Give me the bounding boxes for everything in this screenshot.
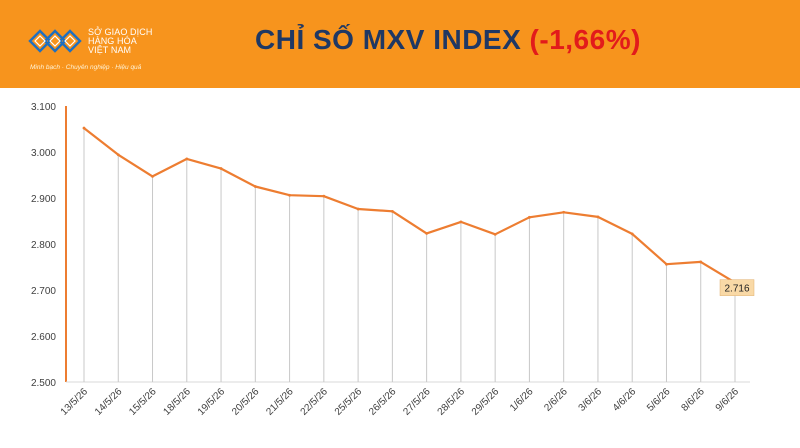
- data-point: [322, 194, 326, 198]
- data-point: [630, 232, 634, 236]
- header-banner: SỞ GIAO DỊCH HÀNG HÓA VIỆT NAM Minh bạch…: [0, 0, 800, 88]
- x-tick-label: 26/5/26: [367, 386, 399, 418]
- data-point: [665, 262, 668, 266]
- x-tick-label: 9/6/26: [714, 386, 742, 414]
- data-point: [82, 126, 86, 130]
- x-tick-label: 29/5/26: [470, 386, 502, 418]
- data-point: [253, 185, 257, 188]
- x-tick-label: 27/5/26: [401, 386, 433, 418]
- x-tick-label: 8/6/26: [679, 386, 707, 414]
- y-tick-label: 3.000: [31, 148, 56, 159]
- x-tick-label: 15/5/26: [127, 386, 159, 418]
- y-tick-label: 2.800: [31, 240, 56, 251]
- title-text: CHỈ SỐ MXV INDEX: [255, 24, 522, 55]
- series-line-mxv-index: [83, 127, 736, 284]
- x-tick-label: 28/5/26: [436, 386, 468, 418]
- x-tick-label: 3/6/26: [577, 386, 605, 414]
- data-point: [185, 157, 189, 161]
- y-tick-label: 3.100: [31, 102, 56, 113]
- x-tick-label: 14/5/26: [93, 386, 125, 418]
- logo-line-2: HÀNG HÓA: [88, 36, 137, 46]
- x-tick-label: 22/5/26: [299, 386, 331, 418]
- data-point: [528, 215, 531, 219]
- data-point: [562, 210, 566, 214]
- data-point: [596, 215, 600, 219]
- x-tick-label: 1/6/26: [508, 386, 536, 414]
- y-tick-label: 2.600: [31, 332, 56, 343]
- data-point: [219, 167, 223, 170]
- x-tick-label: 4/6/26: [611, 386, 639, 414]
- vnx-logo: SỞ GIAO DỊCH HÀNG HÓA VIỆT NAM: [28, 22, 188, 74]
- data-point: [116, 153, 120, 157]
- data-point: [699, 260, 703, 264]
- logo-text: SỞ GIAO DỊCH HÀNG HÓA VIỆT NAM: [88, 28, 152, 55]
- data-point: [288, 193, 291, 197]
- x-tick-label: 5/6/26: [645, 386, 673, 414]
- logo-mark-icon: [28, 29, 82, 53]
- y-tick-label: 2.900: [31, 194, 56, 205]
- x-tick-label: 20/5/26: [230, 386, 262, 418]
- y-tick-label: 2.700: [31, 286, 56, 297]
- x-tick-label: 21/5/26: [264, 386, 296, 418]
- x-tick-label: 13/5/26: [59, 386, 91, 418]
- y-tick-label: 2.500: [31, 378, 56, 389]
- data-point: [151, 174, 154, 178]
- data-point: [356, 207, 360, 211]
- index-change: (-1,66%): [529, 24, 641, 55]
- x-tick-label: 18/5/26: [162, 386, 194, 418]
- x-tick-label: 25/5/26: [333, 386, 365, 418]
- last-value-label: 2.716: [724, 284, 749, 295]
- logo-line-1: SỞ GIAO DỊCH: [88, 27, 153, 37]
- x-tick-label: 19/5/26: [196, 386, 228, 418]
- page-title: CHỈ SỐ MXV INDEX (-1,66%): [255, 24, 641, 56]
- data-point: [459, 220, 463, 224]
- mxv-index-chart: 2.500 2.600 2.700 2.800 2.900 3.000 3.100 13/5/…: [31, 102, 755, 418]
- data-point: [425, 232, 429, 235]
- last-value-label-box: [719, 279, 755, 296]
- x-tick-label: 2/6/26: [542, 386, 570, 414]
- logo-tagline: Minh bạch · Chuyên nghiệp · Hiệu quả: [30, 64, 142, 71]
- data-point: [493, 232, 497, 236]
- data-point: [390, 209, 394, 213]
- logo-line-3: VIỆT NAM: [88, 45, 132, 55]
